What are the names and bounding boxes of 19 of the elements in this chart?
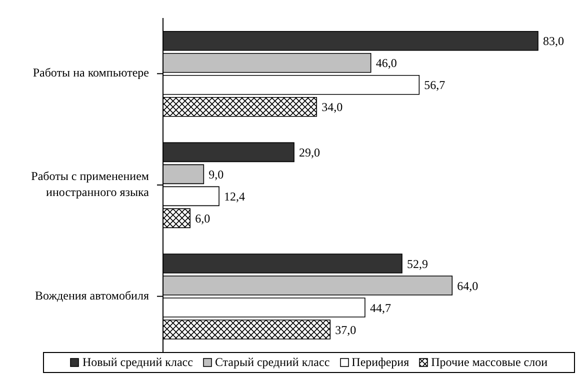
data-label: 46,0 <box>376 56 397 70</box>
legend-label: Прочие массовые слои <box>431 355 548 370</box>
data-label: 44,7 <box>370 300 391 315</box>
data-label: 34,0 <box>322 100 343 114</box>
data-label: 37,0 <box>335 322 356 337</box>
legend-label: Старый средний класс <box>214 355 330 370</box>
data-label: 64,0 <box>457 278 478 293</box>
legend-label: Периферия <box>352 355 410 370</box>
legend-label: Новый средний класс <box>82 355 193 370</box>
data-label: 9,0 <box>208 167 224 182</box>
data-label: 12,4 <box>224 189 246 204</box>
y-tick-label: Работы на компьютере <box>32 65 149 80</box>
data-label: 6,0 <box>195 211 210 226</box>
data-label: 56,7 <box>424 78 446 92</box>
data-label: 29,0 <box>299 145 320 160</box>
data-label: 83,0 <box>543 34 564 48</box>
y-tick-label: Работы с применением иностранного языка <box>31 168 150 199</box>
y-tick-label: Вождения автомобиля <box>35 288 150 302</box>
data-label: 52,9 <box>407 256 428 271</box>
